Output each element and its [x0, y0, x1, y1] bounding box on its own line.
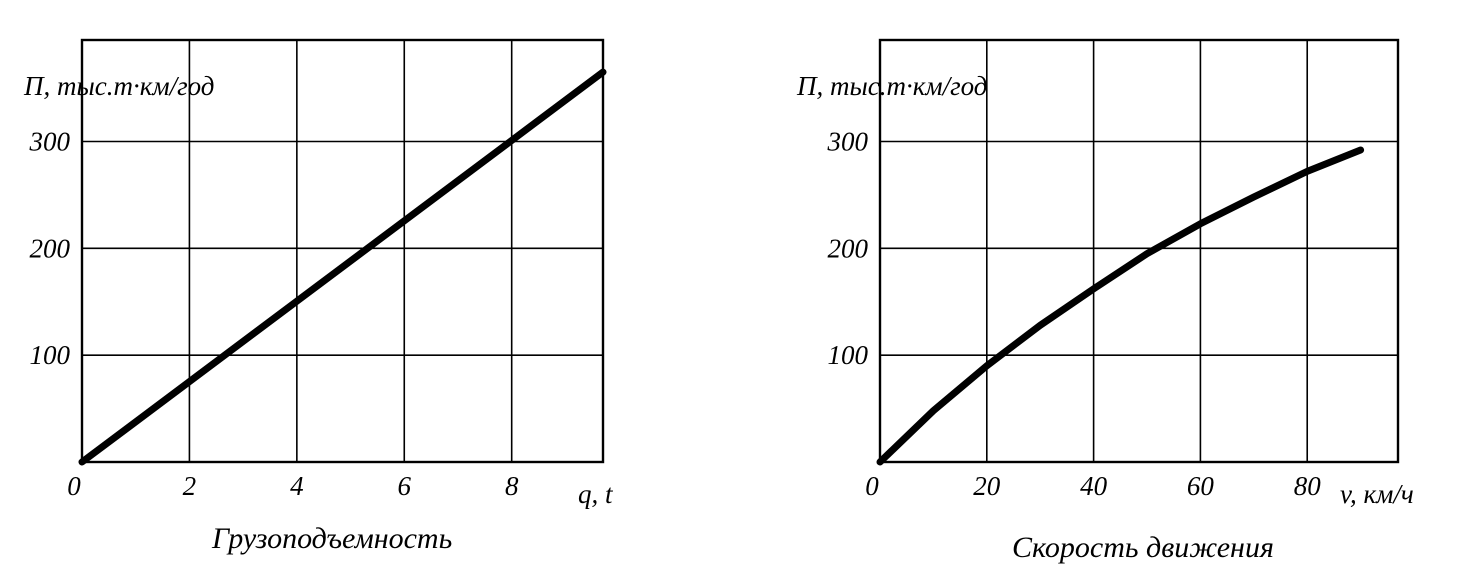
series	[78, 68, 607, 466]
y-axis-label: П, тыс.т·км/год	[796, 71, 987, 101]
x-tick-label: 6	[398, 471, 412, 501]
x-tick-label: 0	[67, 471, 81, 501]
grid	[880, 40, 1398, 462]
series-line	[876, 146, 1365, 466]
chart-speed: 100 200 300 0 20 40 60 80 П, тыс.т·км/год v, к…	[796, 38, 1414, 564]
chart-caption: Скорость движения	[1012, 531, 1274, 564]
y-tick-label: 200	[30, 233, 71, 263]
y-tick-label: 300	[29, 126, 71, 156]
axes	[878, 38, 1400, 464]
x-tick-label: 4	[290, 471, 304, 501]
series-line	[78, 68, 607, 466]
plot-frame	[80, 38, 605, 464]
y-tick-label: 300	[827, 126, 869, 156]
x-tick-labels: 0 2 4 6 8	[67, 471, 519, 501]
plot-frame	[878, 38, 1400, 464]
x-tick-label: 20	[973, 471, 1001, 501]
chart-caption: Грузоподъемность	[211, 522, 452, 555]
axes	[80, 38, 605, 464]
x-tick-label: 80	[1294, 471, 1322, 501]
x-tick-label: 2	[183, 471, 197, 501]
x-tick-label: 40	[1080, 471, 1108, 501]
series	[876, 146, 1365, 466]
y-tick-labels: 100 200 300	[29, 126, 71, 370]
y-axis-label: П, тыс.т·км/год	[23, 71, 214, 101]
x-tick-label: 0	[865, 471, 879, 501]
x-tick-labels: 0 20 40 60 80	[865, 471, 1321, 501]
x-axis-label: q, t	[578, 479, 614, 509]
x-axis-label: v, км/ч	[1340, 479, 1414, 509]
y-tick-label: 100	[828, 340, 869, 370]
y-tick-labels: 100 200 300	[827, 126, 869, 370]
y-tick-label: 200	[828, 233, 869, 263]
chart-payload-capacity: 100 200 300 0 2 4 6 8 П, тыс.т·км/год q, t Гру…	[23, 38, 614, 555]
x-tick-label: 60	[1187, 471, 1215, 501]
y-tick-label: 100	[30, 340, 71, 370]
grid	[82, 40, 603, 462]
x-tick-label: 8	[505, 471, 519, 501]
